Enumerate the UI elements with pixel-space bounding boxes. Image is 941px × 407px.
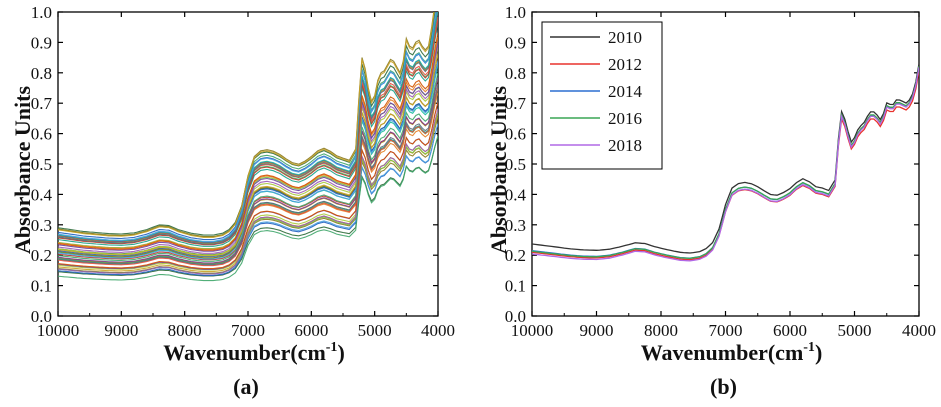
- y-tick-label: 0.9: [31, 33, 52, 52]
- y-tick-label: 0.4: [31, 185, 53, 204]
- x-tick-label: 4000: [421, 321, 455, 340]
- x-axis-title-superscript: -1: [326, 340, 338, 355]
- y-tick-label: 1.0: [505, 3, 526, 22]
- y-tick-label: 0.2: [31, 246, 52, 265]
- x-tick-label: 5000: [358, 321, 392, 340]
- x-axis-title-end: ): [337, 340, 344, 365]
- spectrum-line-18: [58, 84, 438, 266]
- x-tick-label: 5000: [838, 321, 872, 340]
- y-tick-label: 0.9: [505, 33, 526, 52]
- series-group: [532, 63, 919, 262]
- spectrum-line-46: [58, 12, 435, 238]
- spectrum-line-32: [58, 32, 438, 251]
- spectrum-line-9: [58, 108, 438, 275]
- y-tick-label: 0.4: [505, 185, 527, 204]
- spectrum-line-12: [58, 102, 438, 270]
- x-tick-label: 8000: [644, 321, 678, 340]
- y-tick-label: 0.7: [31, 94, 53, 113]
- y-tick-label: 0.7: [505, 94, 527, 113]
- x-axis-title-main: Wavenumber(cm: [641, 340, 804, 365]
- spectrum-line-2: [58, 135, 438, 282]
- x-tick-label: 10000: [511, 321, 554, 340]
- legend-label-2014: 2014: [608, 82, 643, 101]
- spectrum-line-22: [58, 72, 438, 262]
- y-tick-label: 0.5: [31, 155, 52, 174]
- x-axis-title-main: Wavenumber(cm: [163, 340, 326, 365]
- panel-b-chart: 10000 9000 8000 7000 6000 5000 4000 0.0 0.1 0.2 0.…: [486, 3, 936, 399]
- spectrum-line-19: [58, 77, 438, 264]
- y-tick-label: 0.3: [31, 216, 52, 235]
- x-axis-title: Wavenumber(cm-1): [641, 340, 823, 365]
- x-tick-label: 8000: [168, 321, 202, 340]
- panel-label: (a): [233, 374, 259, 399]
- spectrum-line-29: [58, 44, 438, 254]
- panel-a-chart: 10000 9000 8000 7000 6000 5000 4000 0.0 0.1 0.2 0.…: [10, 3, 455, 399]
- x-tick-label: 6000: [773, 321, 807, 340]
- y-tick-label: 0.5: [505, 155, 526, 174]
- x-axis-title: Wavenumber(cm-1): [163, 340, 345, 365]
- legend-box: [541, 21, 663, 170]
- x-tick-label: 9000: [104, 321, 138, 340]
- spectrum-line-44: [58, 12, 437, 242]
- series-line-2010: [532, 63, 919, 254]
- spectrum-line-1: [58, 136, 438, 277]
- y-tick-label: 0.0: [505, 307, 526, 326]
- x-axis-title-superscript: -1: [803, 340, 815, 355]
- series-group: [58, 12, 438, 282]
- y-tick-label: 0.1: [31, 277, 52, 296]
- spectrum-line-24: [58, 61, 438, 260]
- panel-label: (b): [710, 374, 737, 399]
- legend-label-2012: 2012: [608, 55, 642, 74]
- series-line-2018: [532, 67, 919, 262]
- spectrum-line-30: [58, 40, 438, 252]
- y-tick-label: 0.6: [505, 125, 526, 144]
- x-tick-label: 7000: [709, 321, 743, 340]
- y-tick-label: 0.6: [31, 125, 52, 144]
- y-tick-label: 0.8: [31, 64, 52, 83]
- y-tick-label: 0.3: [505, 216, 526, 235]
- x-tick-label: 7000: [231, 321, 265, 340]
- legend: 2010 2012 2014 2016 2018: [541, 21, 663, 170]
- x-tick-label: 9000: [580, 321, 614, 340]
- y-tick-label: 1.0: [31, 3, 52, 22]
- legend-label-2018: 2018: [608, 136, 642, 155]
- legend-label-2010: 2010: [608, 28, 642, 47]
- y-tick-label: 0.2: [505, 246, 526, 265]
- y-axis-title: Absorbance Units: [486, 86, 511, 255]
- y-tick-label: 0.0: [31, 307, 52, 326]
- x-tick-label: 4000: [902, 321, 936, 340]
- spectrum-line-26: [58, 54, 438, 257]
- legend-label-2016: 2016: [608, 109, 642, 128]
- y-axis-title: Absorbance Units: [10, 86, 35, 255]
- y-tick-label: 0.1: [505, 277, 526, 296]
- series-line-2016: [532, 65, 919, 260]
- x-tick-label: 10000: [37, 321, 80, 340]
- y-tick-label: 0.8: [505, 64, 526, 83]
- x-tick-label: 6000: [294, 321, 328, 340]
- x-axis-title-end: ): [815, 340, 822, 365]
